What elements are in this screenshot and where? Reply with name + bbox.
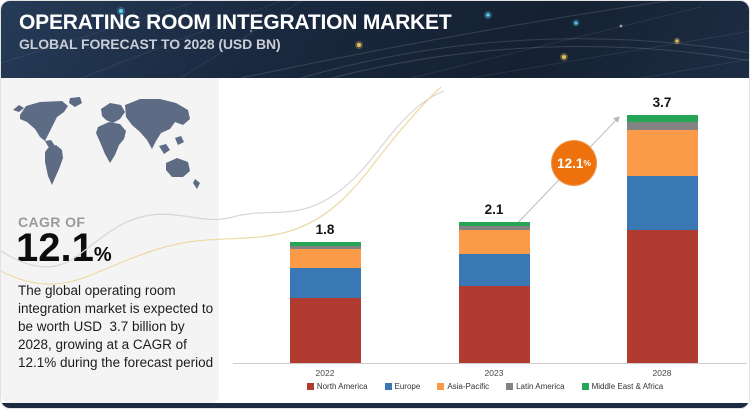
legend-label: Asia-Pacific (447, 382, 490, 391)
segment-middle-east-africa (626, 115, 698, 122)
legend-label: Europe (394, 382, 421, 391)
sidebar: CAGR OF 12.1% The global operating room … (1, 78, 219, 403)
legend-item-europe: Europe (384, 382, 421, 391)
header-banner: OPERATING ROOM INTEGRATION MARKET GLOBAL… (1, 1, 749, 78)
segment-north-america (626, 230, 698, 363)
bottom-accent-bar (1, 403, 749, 408)
legend-label: Latin America (516, 382, 565, 391)
segment-asia-pacific (626, 129, 698, 177)
x-axis-tick-label: 2022 (315, 368, 335, 378)
legend-label: North America (316, 382, 368, 391)
legend-swatch-icon (581, 383, 589, 390)
segment-europe (289, 267, 361, 298)
stacked-bar-2022 (289, 242, 361, 363)
header-network-decoration (1, 1, 749, 78)
bar-total-label: 1.8 (315, 222, 335, 238)
segment-middle-east-africa (458, 222, 530, 226)
x-axis-tick-label: 2028 (652, 368, 672, 378)
market-description: The global operating room integration ma… (18, 283, 217, 370)
cagr-percent-sign: % (93, 244, 112, 266)
cagr-value: 12.1% (16, 226, 112, 270)
cagr-number: 12.1 (16, 226, 94, 270)
page-title: OPERATING ROOM INTEGRATION MARKET (19, 11, 452, 34)
growth-badge-value: 12.1 (557, 155, 584, 171)
x-axis-tick-label: 2023 (484, 368, 504, 378)
legend-swatch-icon (506, 383, 514, 390)
chart-legend: North America Europe Asia-Pacific Latin Ame… (219, 382, 749, 391)
growth-badge: 12.1% (551, 140, 597, 186)
segment-europe (626, 176, 698, 231)
world-map (13, 97, 200, 189)
segment-north-america (289, 298, 361, 363)
growth-badge-percent-sign: % (583, 158, 591, 168)
stacked-bar-2028 (626, 115, 698, 363)
legend-swatch-icon (306, 383, 314, 390)
page-subtitle: GLOBAL FORECAST TO 2028 (USD BN) (19, 36, 281, 53)
legend-swatch-icon (384, 383, 392, 390)
stacked-bar-2023 (458, 222, 530, 363)
legend-swatch-icon (437, 383, 445, 390)
bar-total-label: 3.7 (652, 95, 672, 111)
segment-europe (458, 253, 530, 286)
x-axis-line (233, 363, 747, 364)
legend-item-latin-america: Latin America (506, 382, 565, 391)
legend-label: Middle East & Africa (591, 382, 664, 391)
segment-asia-pacific (458, 229, 530, 254)
segment-latin-america (458, 225, 530, 230)
stacked-bar-chart: 1.8 2022 2.1 2023 3.7 2028 North America Europ… (219, 78, 749, 408)
segment-north-america (458, 285, 530, 363)
segment-asia-pacific (289, 249, 361, 268)
legend-item-north-america: North America (306, 382, 368, 391)
legend-item-asia-pacific: Asia-Pacific (437, 382, 489, 391)
bar-total-label: 2.1 (484, 202, 504, 218)
legend-item-middle-east-africa: Middle East & Africa (581, 382, 664, 391)
segment-latin-america (626, 121, 698, 130)
